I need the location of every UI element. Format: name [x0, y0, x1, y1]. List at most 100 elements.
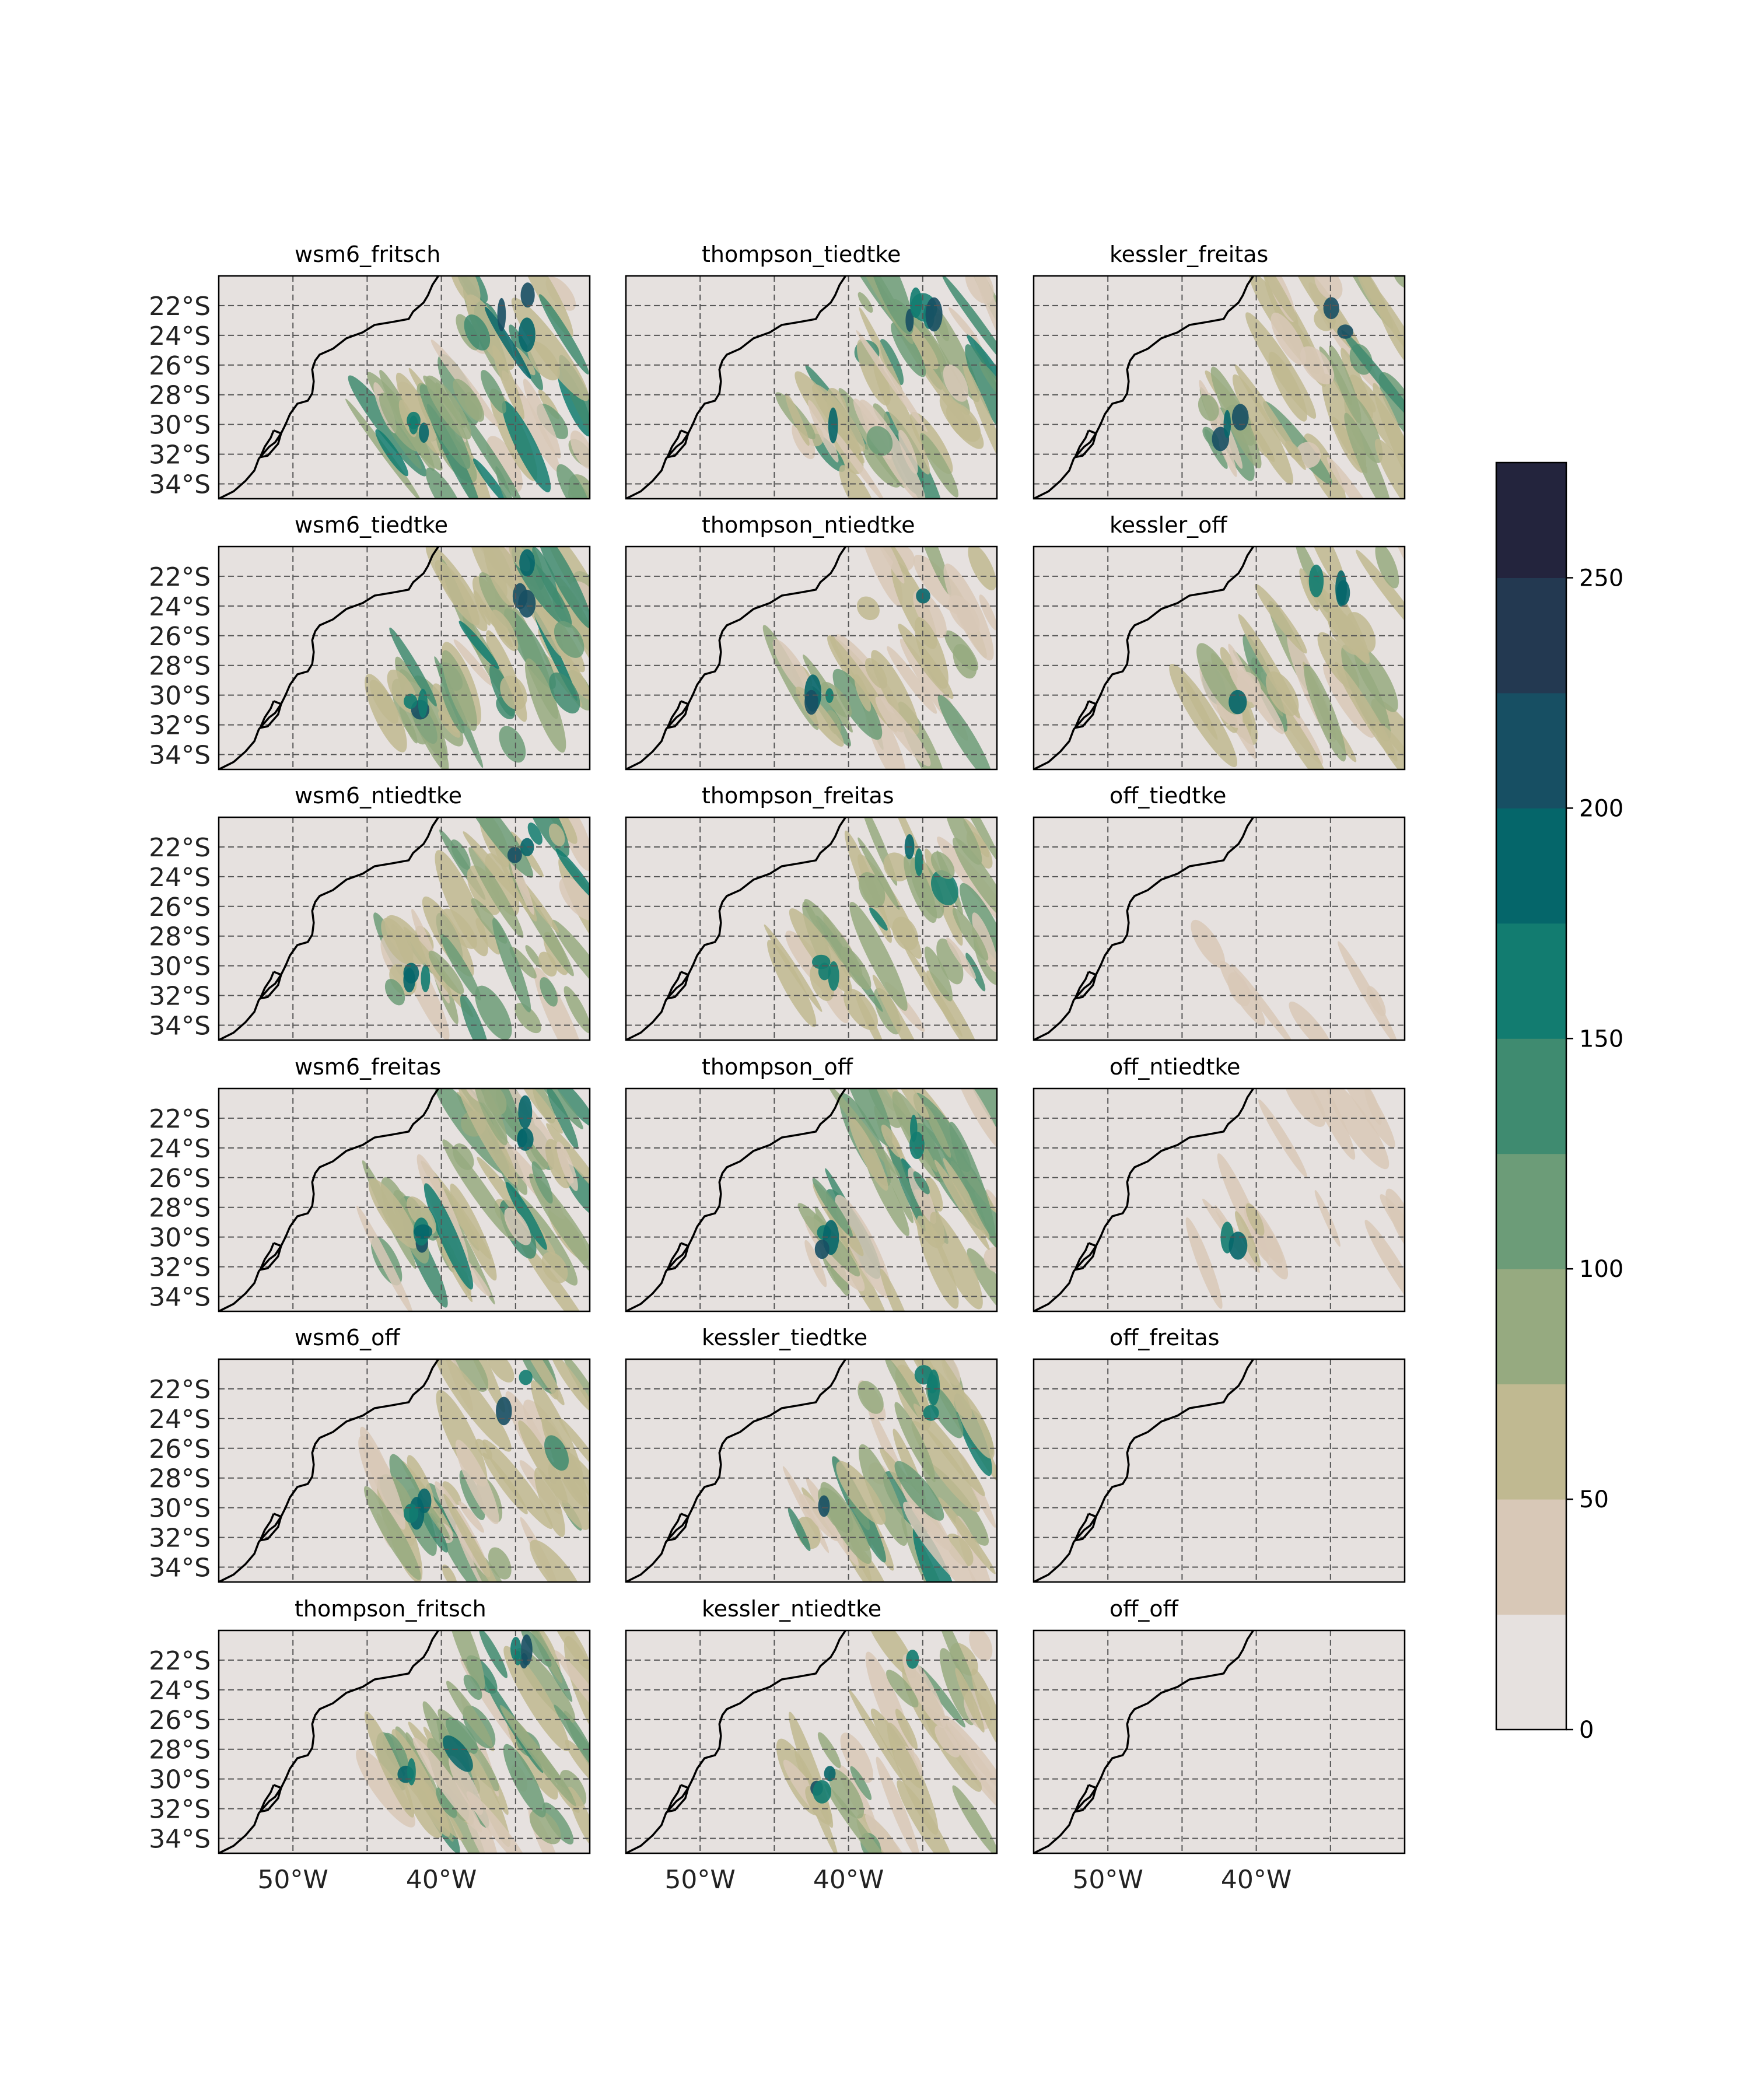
panel-frame [1032, 1087, 1406, 1312]
colorbar-segment [1496, 808, 1566, 924]
panel-title: kessler_off [1110, 512, 1227, 538]
panel-frame [625, 1358, 998, 1583]
precip-cell [478, 572, 516, 631]
precip-cell [555, 1650, 590, 1731]
precip-cell [486, 436, 523, 493]
precip-cell [442, 650, 477, 732]
precip-cell [953, 1388, 995, 1459]
precip-core [421, 964, 430, 993]
precip-cell [864, 276, 914, 335]
precip-cell [856, 596, 880, 621]
precip-cell [894, 1402, 935, 1479]
lat-tick-label: 24°S [149, 1134, 211, 1164]
precip-cell [854, 674, 872, 712]
precip-cell [911, 547, 951, 596]
precip-cell [364, 1711, 415, 1818]
precip-cell [853, 547, 903, 607]
precip-cell [1196, 643, 1241, 715]
precip-cell [396, 372, 443, 456]
precip-cell [832, 668, 883, 740]
precip-cell [946, 937, 977, 979]
precip-cell [972, 912, 997, 972]
lat-tick-label: 22°S [149, 833, 211, 863]
precip-cell [1304, 547, 1346, 592]
precip-cell [930, 870, 958, 906]
panel-frame [218, 545, 591, 771]
lagoon-outline [258, 1784, 282, 1814]
precip-cell [825, 422, 885, 499]
precip-cell [487, 1359, 514, 1382]
precip-cell [384, 979, 405, 1006]
precip-core [828, 407, 838, 444]
lat-tick-label: 22°S [149, 1375, 211, 1405]
precip-cell [443, 1735, 473, 1772]
precip-cell [943, 364, 969, 402]
precip-cell [985, 1189, 997, 1220]
precip-cell [946, 1533, 974, 1567]
precip-cell [484, 306, 531, 379]
lat-tick-label: 30°S [149, 1223, 211, 1253]
precip-cell [544, 1435, 569, 1471]
precip-cell [542, 1802, 574, 1845]
precip-cell [564, 986, 590, 1034]
precip-core [407, 411, 421, 429]
precip-field [365, 547, 590, 769]
lon-tick-label: 40°W [1221, 1865, 1292, 1895]
precip-cell [518, 1420, 568, 1504]
lat-tick-label: 28°S [149, 1735, 211, 1765]
precip-cell [1285, 440, 1302, 462]
lat-tick-label: 30°S [149, 1494, 211, 1524]
precip-cell [969, 1630, 993, 1661]
colorbar-tick-label: 250 [1579, 565, 1623, 592]
precip-cell [938, 1497, 996, 1574]
precip-cell [479, 1630, 508, 1678]
precip-cell [473, 458, 510, 499]
lagoon-outline [258, 1513, 282, 1542]
precip-core [1323, 297, 1339, 320]
map-panel: kessler_ntiedtke 50°W 40°W [625, 1596, 998, 1895]
map-panel: off_freitas [1032, 1325, 1406, 1583]
precip-cell [1191, 919, 1226, 968]
precip-cell [895, 1709, 918, 1749]
precip-core [825, 688, 834, 704]
colorbar-segment [1496, 1499, 1566, 1615]
precip-cell [767, 940, 817, 1027]
lat-tick-label: 30°S [149, 681, 211, 711]
precip-cell [544, 817, 578, 844]
precip-cell [944, 1716, 997, 1794]
precip-cell [920, 433, 959, 498]
precip-cell [519, 1088, 563, 1134]
precip-cell [812, 384, 866, 452]
precip-cell [864, 1814, 920, 1853]
map-panel: wsm6_ntiedtke 22°S24°S26°S28°S30°S32°S34°… [149, 783, 591, 1041]
lon-tick-label: 50°W [1072, 1865, 1143, 1895]
precip-cell [925, 1177, 943, 1212]
precip-cell [466, 294, 515, 370]
precip-cell [1326, 1088, 1395, 1149]
map-panel: kessler_off [1032, 512, 1406, 771]
lagoon-outline [258, 429, 282, 459]
lon-tick-label: 40°W [406, 1865, 477, 1895]
precip-cell [866, 426, 893, 456]
precip-cell [902, 1654, 946, 1728]
precip-core [417, 1488, 432, 1513]
panel-title: wsm6_off [295, 1325, 400, 1350]
precip-core [519, 1370, 533, 1385]
map-background [1034, 817, 1405, 1040]
lat-tick-label: 24°S [149, 1676, 211, 1706]
coastline [626, 817, 846, 1040]
precip-cell [952, 1785, 997, 1853]
precip-cell [1373, 383, 1405, 487]
lat-tick-label: 32°S [149, 1524, 211, 1553]
precip-cell [1364, 1220, 1405, 1311]
precip-core [828, 961, 839, 991]
precip-cell [459, 621, 499, 669]
precip-cell [492, 918, 531, 1013]
panel-frame [625, 1087, 998, 1312]
lat-tick-label: 22°S [149, 1104, 211, 1134]
coastline [219, 1359, 439, 1582]
precip-cell [935, 1630, 982, 1710]
precip-cell [459, 408, 525, 499]
precip-cell [1344, 412, 1392, 499]
precip-cell [499, 726, 526, 763]
